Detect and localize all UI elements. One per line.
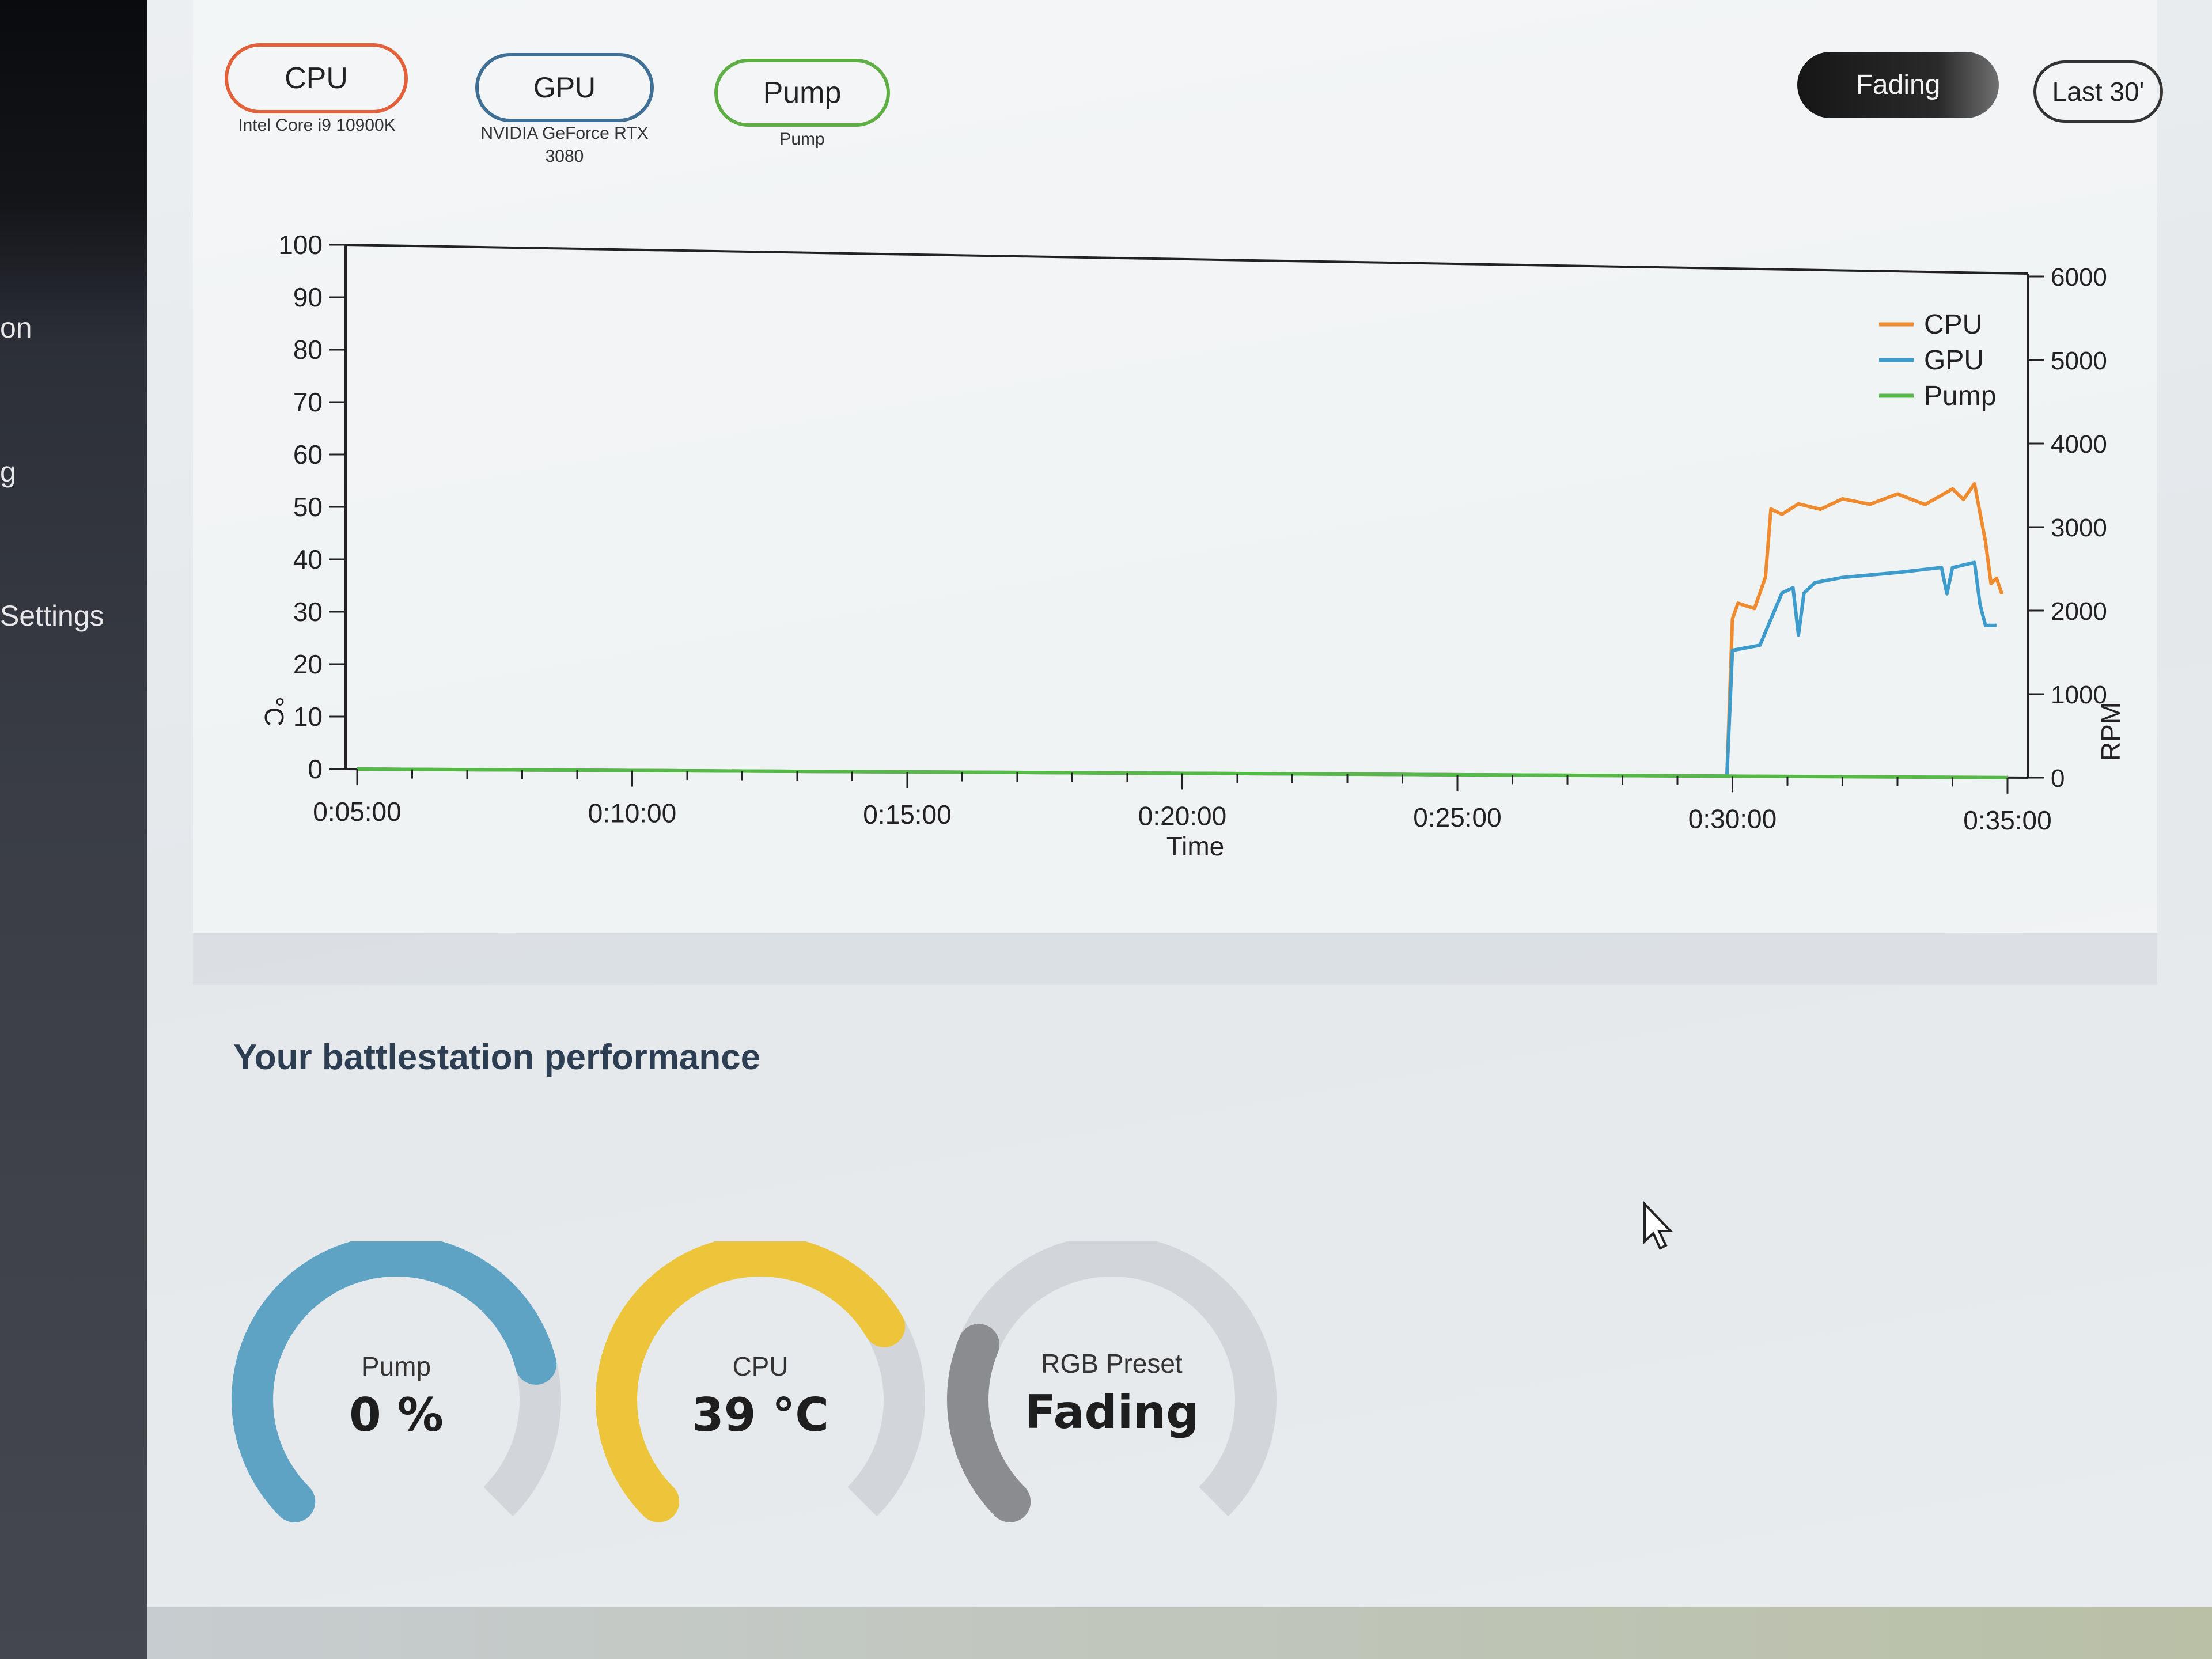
device-pill-gpu[interactable]: GPU [475,53,654,122]
device-cpu-model: Intel Core i9 10900K [238,116,396,135]
sidebar: on g Settings [0,0,147,1659]
y2-tick-label: 4000 [2051,430,2107,459]
y-tick-label: 40 [293,544,323,574]
y2-tick-label: 1000 [2051,681,2107,709]
series-line-cpu [357,482,2004,778]
y-tick-label: 30 [293,597,323,627]
y2-tick-label: 6000 [2051,263,2107,291]
y-tick-label: 90 [293,282,323,312]
x-tick-label: 0:10:00 [588,798,676,828]
device-pill-cpu[interactable]: CPU [225,43,408,113]
pump-gauge-value: 0 % [349,1388,444,1442]
legend-label-gpu: GPU [1924,345,1984,376]
sidebar-item-settings[interactable]: Settings [0,600,104,632]
gauge-fill [232,1235,562,1565]
rgb-preset-button-label: Fading [1855,70,1941,100]
device-pill-cpu-label: CPU [285,62,348,95]
main-panel [147,0,2212,1659]
device-pill-pump-label: Pump [763,76,842,109]
y2-axis-title: RPM [2096,702,2126,761]
pump-gauge-label: Pump [361,1351,431,1381]
performance-section-title: Your battlestation performance [233,1037,761,1077]
device-pill-pump[interactable]: Pump [714,59,890,127]
y2-tick-label: 3000 [2051,514,2107,542]
y-tick-label: 70 [293,387,323,417]
series-line-pump [357,767,2008,779]
rgb-preset-button[interactable]: Fading [1797,52,1999,118]
cpu-gauge-label: CPU [732,1351,789,1381]
cpu-gauge-value: 39 °C [692,1388,829,1442]
y-tick-label: 10 [293,702,323,732]
temperature-chart: 0102030405060708090100010002000300040005… [259,230,2126,861]
y-axis-title: °C [259,696,289,726]
legend-label-cpu: CPU [1924,309,1982,340]
sidebar-item-partial-2[interactable]: g [0,456,16,488]
x-tick-label: 0:05:00 [313,797,401,827]
y-tick-label: 100 [278,230,323,260]
y-tick-label: 50 [293,492,323,522]
device-gpu-model: NVIDIA GeForce RTX 3080 [480,124,649,166]
rgb-preset-gauge: RGB Preset Fading [945,1235,1279,1565]
gauge-fill [947,1235,1277,1565]
chart-legend: CPU GPU Pump [1879,309,1996,411]
y-tick-label: 60 [293,440,323,469]
y-tick-label: 0 [308,754,323,784]
y2-tick-label: 2000 [2051,597,2107,626]
plot-top-border [345,244,2028,275]
y-tick-label: 20 [293,649,323,679]
rgb-preset-gauge-value: Fading [1024,1385,1199,1439]
x-tick-label: 0:35:00 [1963,805,2051,835]
section-divider [193,933,2157,985]
mouse-cursor-icon [1643,1201,1673,1250]
x-tick-label: 0:25:00 [1413,802,1501,832]
rgb-preset-gauge-label: RGB Preset [1041,1349,1183,1378]
cpu-gauge: CPU 39 °C [593,1235,927,1565]
time-range-button-label: Last 30' [2052,77,2145,107]
gauge-fill [596,1235,925,1565]
device-pill-gpu-label: GPU [533,71,596,104]
sidebar-item-partial-1[interactable]: on [0,312,32,344]
x-tick-label: 0:20:00 [1138,801,1226,831]
y2-tick-label: 0 [2051,764,2065,793]
pump-gauge: Pump 0 % [229,1235,563,1565]
y-tick-label: 80 [293,335,323,365]
series-line-gpu [357,560,1997,778]
y2-tick-label: 5000 [2051,347,2107,375]
time-range-button[interactable]: Last 30' [2033,60,2163,123]
x-tick-label: 0:15:00 [863,800,951,830]
device-pump-model: Pump [779,130,825,149]
x-tick-label: 0:30:00 [1688,804,1777,834]
bottom-strip [147,1607,2212,1659]
x-axis-title: Time [1166,831,1225,861]
legend-label-pump: Pump [1924,381,1996,411]
